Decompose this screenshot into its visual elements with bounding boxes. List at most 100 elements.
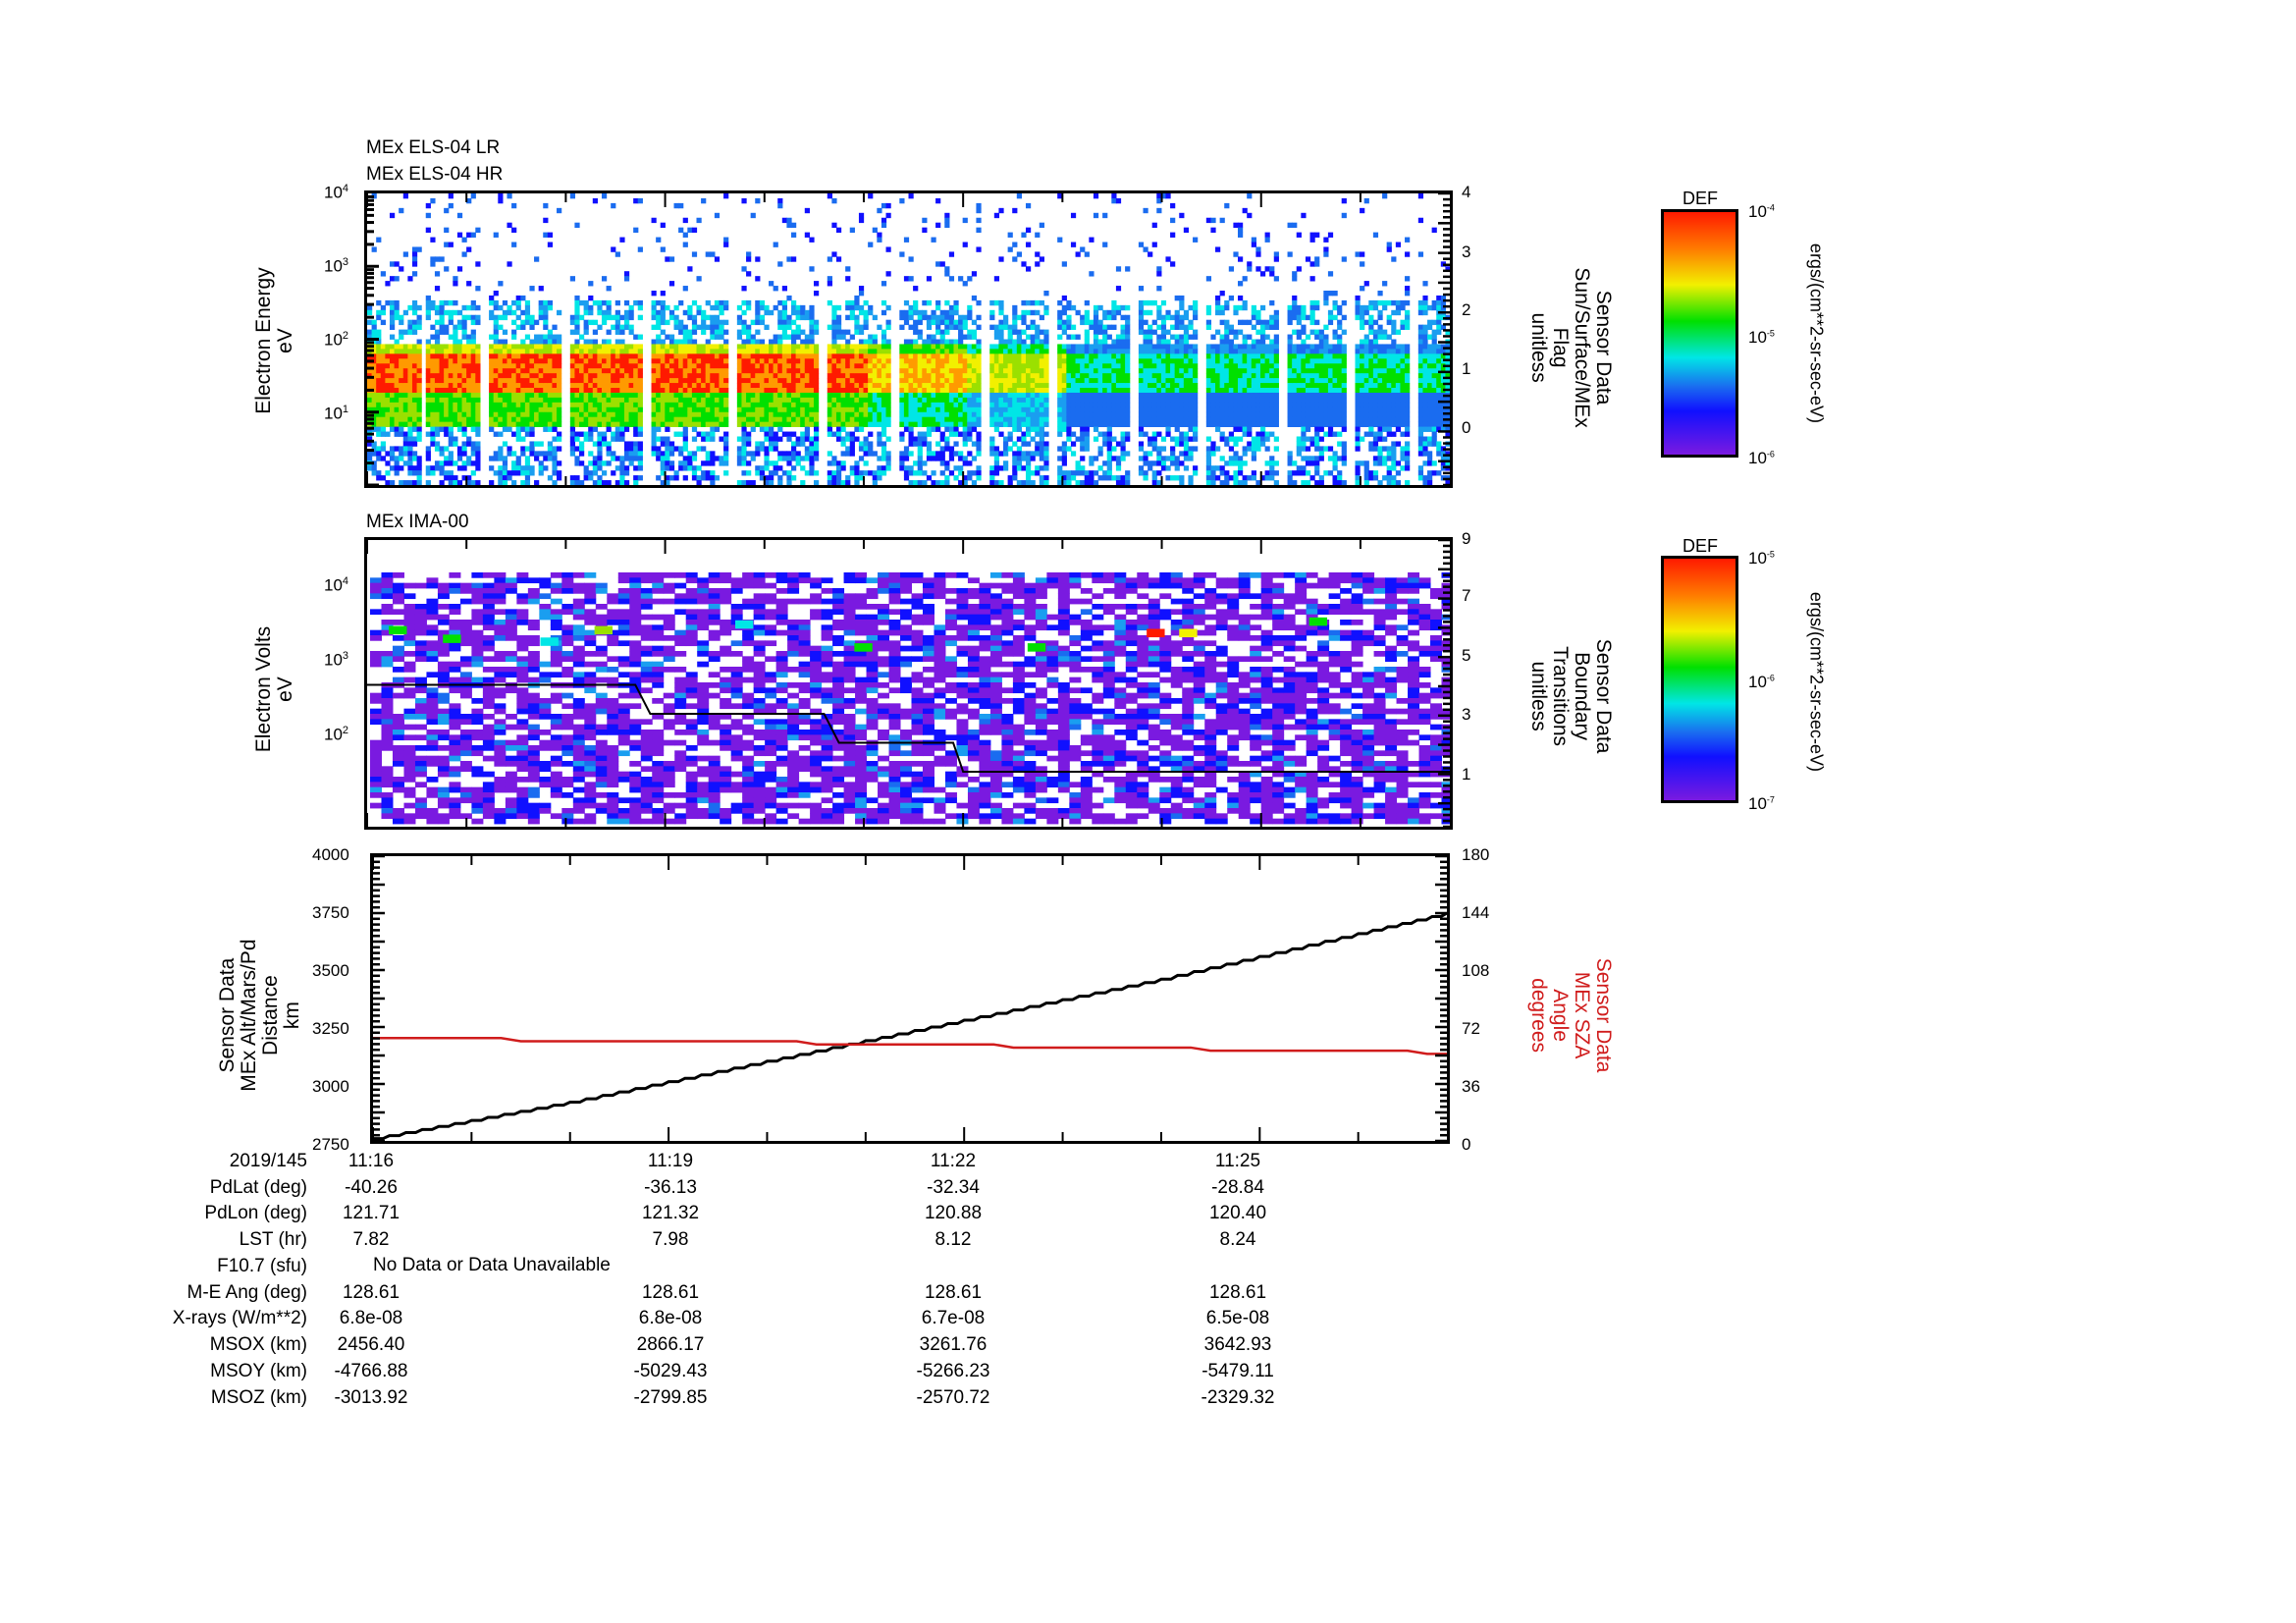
row-label-meang: M-E Ang (deg) [187,1282,308,1303]
cell-meang: 128.61 [641,1282,700,1303]
els-colorbar [1661,209,1738,458]
cell-pdlat: -32.34 [927,1177,980,1198]
orbit-y-axis-label: Sensor Data MEx Alt/Mars/Pd Distance km [215,939,304,1092]
row-label-msoy: MSOY (km) [210,1361,307,1381]
els-right-tick: 2 [1462,300,1471,319]
cell-xrays: 6.7e-08 [921,1308,986,1328]
footer-row-labels: 2019/145 PdLat (deg) PdLon (deg) LST (hr… [0,1151,307,1426]
els-ytick-1e4: 104 [324,183,349,202]
cell-msoy: -5266.23 [916,1361,990,1381]
cell-meang: 128.61 [924,1282,983,1303]
orbit-right-axis-label: Sensor Data MEx SZA Angle degrees [1526,957,1616,1073]
cell-meang: 128.61 [342,1282,400,1303]
cell-pdlat: -28.84 [1211,1177,1264,1198]
els-right-axis-label: Sensor Data Sun/Surface/MEx Flag unitles… [1526,267,1616,428]
footer-columns: 11:16 -40.26 121.71 7.82 128.61 6.8e-08 … [0,1151,1571,1426]
els-ytick-1e2: 102 [324,330,349,350]
cell-msoz: -2570.72 [916,1387,990,1408]
els-right-tick: 3 [1462,243,1471,261]
cell-xrays: 6.8e-08 [339,1308,403,1328]
cell-pdlon: 120.88 [924,1203,983,1223]
ima-title: MEx IMA-00 [366,512,469,532]
cell-pdlon: 121.32 [641,1203,700,1223]
row-label-msox: MSOX (km) [209,1334,307,1355]
orbit-left-tick: 3500 [312,961,349,980]
row-label-f107: F10.7 (sfu) [217,1256,307,1276]
els-colorbar-mid-label: 10-5 [1748,328,1775,347]
orbit-left-tick: 4000 [312,845,349,864]
els-right-tick: 0 [1462,418,1471,437]
row-label-lst: LST (hr) [239,1229,307,1250]
cell-msox: 2866.17 [636,1334,705,1355]
cell-time: 11:22 [930,1151,977,1171]
cell-xrays: 6.5e-08 [1205,1308,1270,1328]
ima-ytick-1e3: 103 [324,650,349,670]
cell-xrays: 6.8e-08 [638,1308,703,1328]
els-colorbar-title: DEF [1682,189,1718,208]
cell-msoz: -3013.92 [334,1387,408,1408]
orbit-right-tick: 36 [1462,1077,1480,1096]
orbit-left-tick: 3750 [312,903,349,922]
ima-right-tick: 1 [1462,765,1471,784]
cell-msoz: -2329.32 [1201,1387,1275,1408]
cell-time: 11:19 [647,1151,694,1171]
els-ytick-1e1: 101 [324,404,349,423]
ima-colorbar-top-label: 10-5 [1748,549,1775,568]
orbit-right-tick: 108 [1462,961,1490,980]
cell-pdlon: 121.71 [342,1203,400,1223]
cell-lst: 8.24 [1219,1229,1256,1250]
ima-right-tick: 3 [1462,705,1471,724]
els-right-tick: 1 [1462,359,1471,378]
row-label-pdlon: PdLon (deg) [204,1203,307,1223]
els-spectrogram [364,190,1453,488]
orbit-line-plot [370,853,1450,1144]
orbit-right-tick: 144 [1462,903,1490,922]
ima-colorbar-title: DEF [1682,536,1718,556]
els-right-tick: 4 [1462,183,1471,201]
cell-msoz: -2799.85 [633,1387,708,1408]
cell-msox: 2456.40 [337,1334,405,1355]
row-label-pdlat: PdLat (deg) [209,1177,307,1198]
ima-spectrogram-plot [367,540,1450,827]
ima-right-axis-label: Sensor Data Boundary Transitions unitles… [1526,638,1616,754]
orbit-left-tick: 3250 [312,1019,349,1038]
els-colorbar-units: ergs/(cm**2-sr-sec-eV) [1806,243,1827,423]
cell-meang: 128.61 [1208,1282,1267,1303]
els-colorbar-bottom-label: 10-6 [1748,449,1775,467]
orbit-right-tick: 72 [1462,1019,1480,1038]
ima-ytick-1e4: 104 [324,575,349,595]
orbit-right-tick: 180 [1462,845,1490,864]
cell-pdlat: -40.26 [345,1177,398,1198]
ima-colorbar-units: ergs/(cm**2-sr-sec-eV) [1806,591,1827,772]
orbit-left-tick: 3000 [312,1077,349,1096]
row-label-xrays: X-rays (W/m**2) [172,1308,307,1328]
cell-msox: 3261.76 [919,1334,988,1355]
row-label-date: 2019/145 [229,1151,307,1171]
ima-right-tick: 9 [1462,529,1471,548]
orbit-lines [373,856,1447,1141]
cell-msoy: -5029.43 [633,1361,708,1381]
els-title-lr: MEx ELS-04 LR [366,137,501,158]
cell-pdlat: -36.13 [644,1177,697,1198]
row-label-msoz: MSOZ (km) [210,1387,307,1408]
cell-time: 11:16 [347,1151,395,1171]
els-title-hr: MEx ELS-04 HR [366,164,504,185]
cell-pdlon: 120.40 [1208,1203,1267,1223]
els-spectrogram-plot [367,193,1450,485]
f107-unavailable-note: No Data or Data Unavailable [373,1255,611,1275]
ima-colorbar-mid-label: 10-6 [1748,673,1775,691]
els-ytick-1e3: 103 [324,256,349,276]
ima-right-tick: 5 [1462,646,1471,665]
els-colorbar-top-label: 10-4 [1748,202,1775,221]
cell-msox: 3642.93 [1203,1334,1272,1355]
ima-y-axis-label: Electron Volts eV [251,625,296,753]
cell-msoy: -4766.88 [334,1361,408,1381]
cell-lst: 7.98 [652,1229,689,1250]
ima-ytick-1e2: 102 [324,725,349,744]
ima-colorbar-bottom-label: 10-7 [1748,794,1775,813]
cell-lst: 7.82 [352,1229,390,1250]
orbit-right-tick: 0 [1462,1135,1471,1154]
cell-lst: 8.12 [934,1229,972,1250]
cell-time: 11:25 [1214,1151,1261,1171]
ima-colorbar [1661,556,1738,803]
